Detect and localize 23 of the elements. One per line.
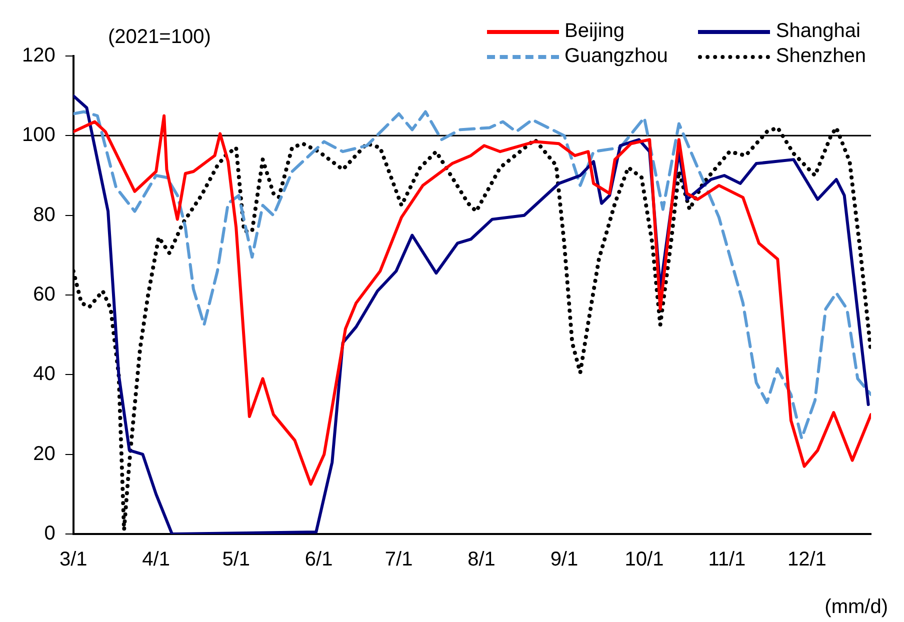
y-tick-label: 120 xyxy=(22,44,56,67)
x-tick-label: 5/1 xyxy=(222,548,250,571)
y-tick-label: 60 xyxy=(33,284,56,306)
text: (2021=100) xyxy=(108,26,211,49)
x-tick-label: 7/1 xyxy=(384,548,413,571)
y-tick-label: 40 xyxy=(33,363,56,386)
x-tick-label: 11/1 xyxy=(708,548,746,571)
y-tick-label: 80 xyxy=(33,204,56,226)
x-tick-label: 3/1 xyxy=(59,548,88,571)
legend-label: Guangzhou xyxy=(564,45,668,68)
y-tick-label: 0 xyxy=(44,522,56,545)
legend-label: Shenzhen xyxy=(776,45,866,68)
x-tick-label: 10/1 xyxy=(624,548,664,571)
x-tick-label: 6/1 xyxy=(304,548,333,571)
x-tick-label: 4/1 xyxy=(142,548,170,571)
x-tick-label: 12/1 xyxy=(788,548,826,571)
x-tick-label: 8/1 xyxy=(468,548,496,571)
x-tick-label: 9/1 xyxy=(550,548,578,571)
legend-label: Shanghai xyxy=(776,20,860,43)
y-tick-label: 20 xyxy=(33,442,56,465)
legend-label: Beijing xyxy=(564,20,625,43)
text: (mm/d) xyxy=(824,596,888,619)
y-tick-label: 100 xyxy=(22,124,56,146)
